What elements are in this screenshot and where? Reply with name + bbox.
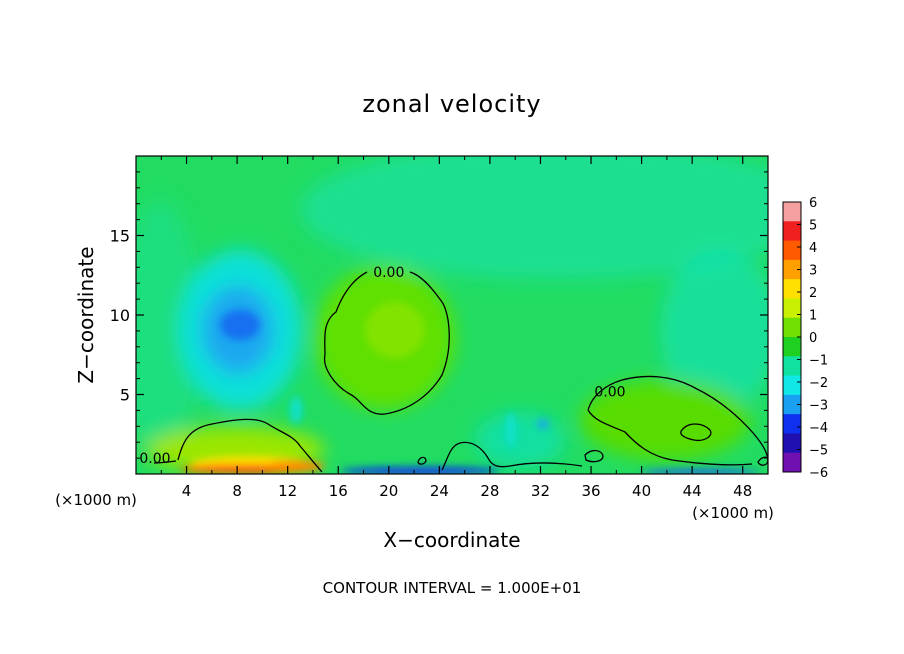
field-right-cyan (660, 250, 768, 410)
colorbar-tick-label: −5 (809, 444, 828, 459)
colorbar-swatch (783, 414, 801, 434)
contour-interval-note: CONTOUR INTERVAL = 1.000E+01 (323, 579, 582, 597)
zero-contours (153, 271, 768, 473)
y-axis: 5 10 15 (110, 171, 768, 459)
colorbar-swatch (783, 356, 801, 377)
contour-label: 0.00 (373, 265, 404, 281)
zero-contour-ring (680, 423, 712, 442)
colorbar-tick-label: 6 (809, 196, 817, 211)
colorbar-tick-label: 5 (809, 219, 817, 234)
colorbar-tick-label: −3 (809, 399, 828, 414)
colorbar-swatch (783, 298, 801, 319)
x-tick-label: 28 (480, 482, 499, 500)
x-tick-label: 12 (278, 482, 297, 500)
y-tick-label: 15 (110, 227, 130, 246)
field-blue-core (220, 310, 260, 340)
colorbar-swatch (783, 337, 801, 357)
field-sliver-cyan (290, 396, 302, 424)
colorbar-swatch (783, 202, 801, 222)
colorbar-tick-label: 1 (809, 309, 817, 324)
colorbar-swatch (783, 375, 801, 396)
field-surface-orange (265, 461, 325, 471)
colorbar-tick-label: 0 (809, 331, 817, 346)
zero-contour-right (587, 375, 768, 463)
x-tick-label: 8 (232, 482, 242, 500)
colorbar-tick-label: 2 (809, 286, 817, 301)
zero-contour-left-lower (153, 460, 177, 464)
colorbar-swatch (783, 279, 801, 299)
x-tick-label: 48 (733, 482, 752, 500)
colorbar-tick-label: 4 (809, 241, 817, 256)
zero-contour-mid (323, 271, 450, 415)
contour-labels: 0.00 0.00 0.00 (139, 265, 625, 467)
colorbar-swatch (783, 259, 801, 280)
field-upper-band (300, 156, 768, 280)
contour-label: 0.00 (139, 451, 170, 467)
x-tick-label: 4 (182, 482, 192, 500)
colorbar-tick-label: −2 (809, 376, 828, 391)
velocity-field (136, 156, 768, 474)
colorbar-tick-label: −4 (809, 421, 828, 436)
field-sliver-cyan-2 (506, 412, 516, 448)
y-axis-label: Z−coordinate (74, 246, 98, 383)
x-axis: 4 8 12 16 20 24 28 32 36 40 44 48 (160, 156, 752, 500)
x-axis-label: X−coordinate (383, 528, 520, 552)
x-tick-label: 40 (632, 482, 651, 500)
field-surface-blue-1 (340, 467, 500, 474)
colorbar-swatch (783, 433, 801, 454)
x-tick-label: 36 (581, 482, 600, 500)
contour-label: 0.00 (594, 384, 625, 400)
zero-contour-right-lower (587, 409, 753, 466)
colorbar-tick-label: −1 (809, 354, 828, 369)
colorbar: 6 5 4 3 2 1 0 −1 −2 −3 −4 −5 −6 (782, 196, 828, 481)
colorbar-swatch (783, 240, 801, 261)
zero-contour-small-2 (417, 456, 427, 465)
colorbar-swatch (783, 452, 801, 473)
zero-contour-small-1 (584, 449, 604, 463)
field-small-blue (537, 419, 549, 429)
x-tick-label: 32 (531, 482, 550, 500)
x-tick-label: 24 (430, 482, 449, 500)
colorbar-swatch (783, 394, 801, 415)
zero-contour-left (177, 418, 323, 473)
x-tick-label: 20 (379, 482, 398, 500)
zero-contour-small-3 (757, 456, 768, 466)
x-tick-label: 44 (683, 482, 702, 500)
field-left-band (136, 200, 200, 460)
colorbar-swatch (783, 221, 801, 242)
chart-title: zonal velocity (362, 90, 541, 118)
zero-contour-bumps (441, 441, 583, 471)
colorbar-swatch (783, 317, 801, 338)
field-mid-core (365, 302, 425, 358)
colorbar-tick-label: −6 (809, 466, 828, 481)
field-right-lobe (580, 380, 750, 460)
field-surface-blue-2 (640, 469, 760, 474)
y-tick-label: 10 (110, 306, 130, 325)
x-unit-left: (×1000 m) (55, 491, 137, 509)
x-tick-label: 16 (329, 482, 348, 500)
y-tick-label: 5 (120, 386, 130, 405)
colorbar-tick-label: 3 (809, 264, 817, 279)
x-unit-right: (×1000 m) (692, 504, 774, 522)
